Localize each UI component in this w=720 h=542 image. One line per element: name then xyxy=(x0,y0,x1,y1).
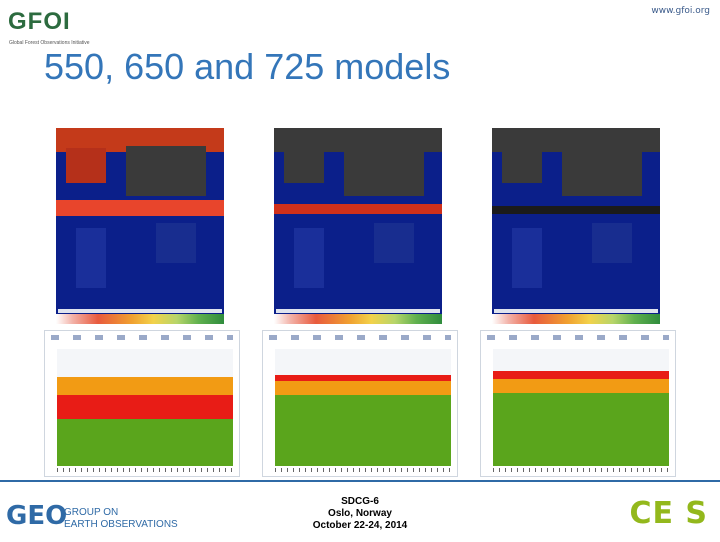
footer-bar xyxy=(0,480,720,542)
band-tropical-725 xyxy=(492,206,660,214)
website-url[interactable]: www.gfoi.org xyxy=(651,6,710,16)
band-tropical-650 xyxy=(274,204,442,214)
geo-logo: GEO GROUP ON EARTH OBSERVATIONS xyxy=(6,501,178,531)
chart-legend xyxy=(51,335,233,340)
layer-orange xyxy=(493,379,669,393)
gfoi-logo-text: GFOI xyxy=(8,8,71,35)
band-tropical-550 xyxy=(56,200,224,216)
chart-plot-area xyxy=(493,349,669,466)
geo-org-line2: EARTH OBSERVATIONS xyxy=(64,519,178,530)
event-dates: October 22-24, 2014 xyxy=(312,520,408,531)
map-caption xyxy=(276,309,440,313)
geo-org-line1: GROUP ON xyxy=(64,507,119,518)
layer-green xyxy=(57,419,233,466)
ceos-logo: CE S xyxy=(629,496,708,531)
layer-red xyxy=(57,395,233,419)
event-location: Oslo, Norway xyxy=(328,508,392,519)
chart-650-model xyxy=(262,330,458,477)
chart-legend xyxy=(487,335,669,340)
slide-title: 550, 650 and 725 models xyxy=(44,46,451,87)
chart-x-axis xyxy=(57,468,233,472)
event-info: SDCG-6 Oslo, Norway October 22-24, 2014 xyxy=(0,496,720,532)
map-color-legend xyxy=(56,314,224,324)
event-name: SDCG-6 xyxy=(341,496,379,507)
chart-x-axis xyxy=(493,468,669,472)
layer-orange xyxy=(57,377,233,395)
map-caption xyxy=(494,309,658,313)
layer-green xyxy=(275,395,451,466)
map-color-legend xyxy=(492,314,660,324)
gfoi-logo: GFOI Global Forest Observations Initiati… xyxy=(8,8,90,48)
gfoi-logo-subtitle: Global Forest Observations Initiative xyxy=(9,40,90,46)
chart-550-model xyxy=(44,330,240,477)
chart-plot-area xyxy=(275,349,451,466)
geo-org-name: GROUP ON EARTH OBSERVATIONS xyxy=(64,507,178,531)
chart-725-model xyxy=(480,330,676,477)
map-650-model xyxy=(274,128,442,324)
layer-orange xyxy=(275,381,451,395)
layer-red xyxy=(275,375,451,381)
layer-green xyxy=(493,393,669,466)
geo-logo-mark: GEO xyxy=(6,501,68,531)
map-725-model xyxy=(492,128,660,324)
map-550-model xyxy=(56,128,224,324)
chart-legend xyxy=(269,335,451,340)
layer-red xyxy=(493,371,669,379)
chart-x-axis xyxy=(275,468,451,472)
ceos-logo-text: CE S xyxy=(629,496,708,531)
map-color-legend xyxy=(274,314,442,324)
chart-plot-area xyxy=(57,349,233,466)
map-caption xyxy=(58,309,222,313)
